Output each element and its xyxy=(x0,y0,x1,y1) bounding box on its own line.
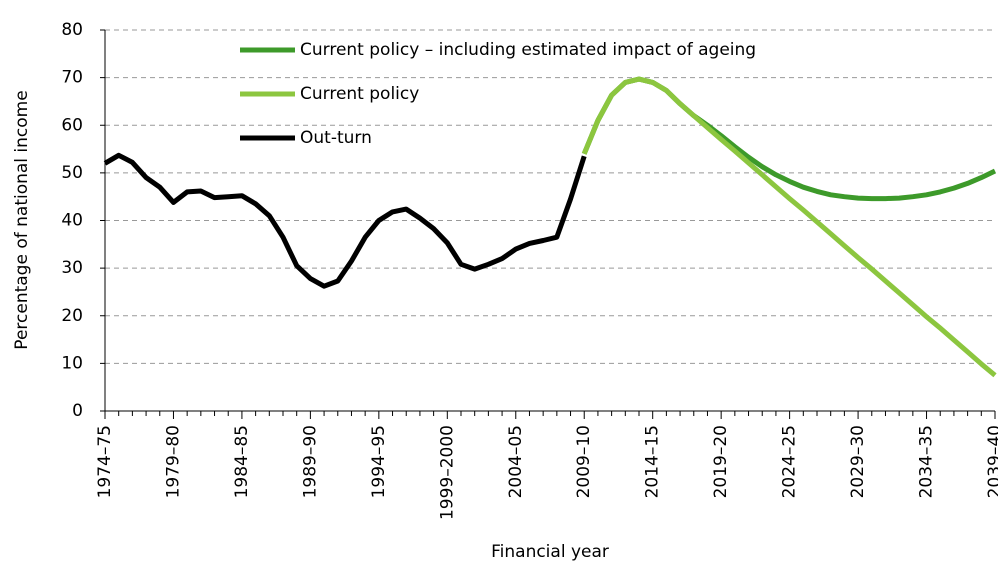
x-tick-label: 1999–2000 xyxy=(437,425,457,520)
legend-label: Out-turn xyxy=(300,128,372,148)
x-tick-label: 2004–05 xyxy=(506,425,526,498)
legend-label: Current policy – including estimated imp… xyxy=(300,40,756,60)
y-axis-title: Percentage of national income xyxy=(12,90,32,349)
x-tick-label: 1984–85 xyxy=(232,425,252,498)
series-line xyxy=(103,152,587,289)
y-tick-label: 60 xyxy=(61,115,83,135)
legend-label: Current policy xyxy=(300,84,419,104)
x-tick-label: 1974–75 xyxy=(95,425,115,498)
x-axis-title: Financial year xyxy=(491,542,609,562)
x-tick-label: 2019–20 xyxy=(711,425,731,498)
x-tick-label: 1994–95 xyxy=(369,425,389,498)
y-tick-label: 30 xyxy=(61,258,83,278)
y-tick-label: 20 xyxy=(61,306,83,326)
x-tick-label: 2024–25 xyxy=(780,425,800,498)
series-line xyxy=(581,76,997,378)
x-tick-label: 2009–10 xyxy=(574,425,594,498)
y-tick-label: 10 xyxy=(61,353,83,373)
x-tick-label: 2029–30 xyxy=(848,425,868,498)
x-tick-label: 2039–40 xyxy=(985,425,998,498)
x-tick-label: 2034–35 xyxy=(917,425,937,498)
y-tick-label: 50 xyxy=(61,163,83,183)
x-tick-label: 1989–90 xyxy=(300,425,320,498)
x-tick-label: 1979–80 xyxy=(163,425,183,498)
y-tick-label: 0 xyxy=(72,401,83,421)
series-line xyxy=(581,76,997,202)
y-tick-label: 70 xyxy=(61,68,83,88)
x-tick-label: 2014–15 xyxy=(643,425,663,498)
y-tick-label: 80 xyxy=(61,20,83,40)
y-tick-label: 40 xyxy=(61,211,83,231)
